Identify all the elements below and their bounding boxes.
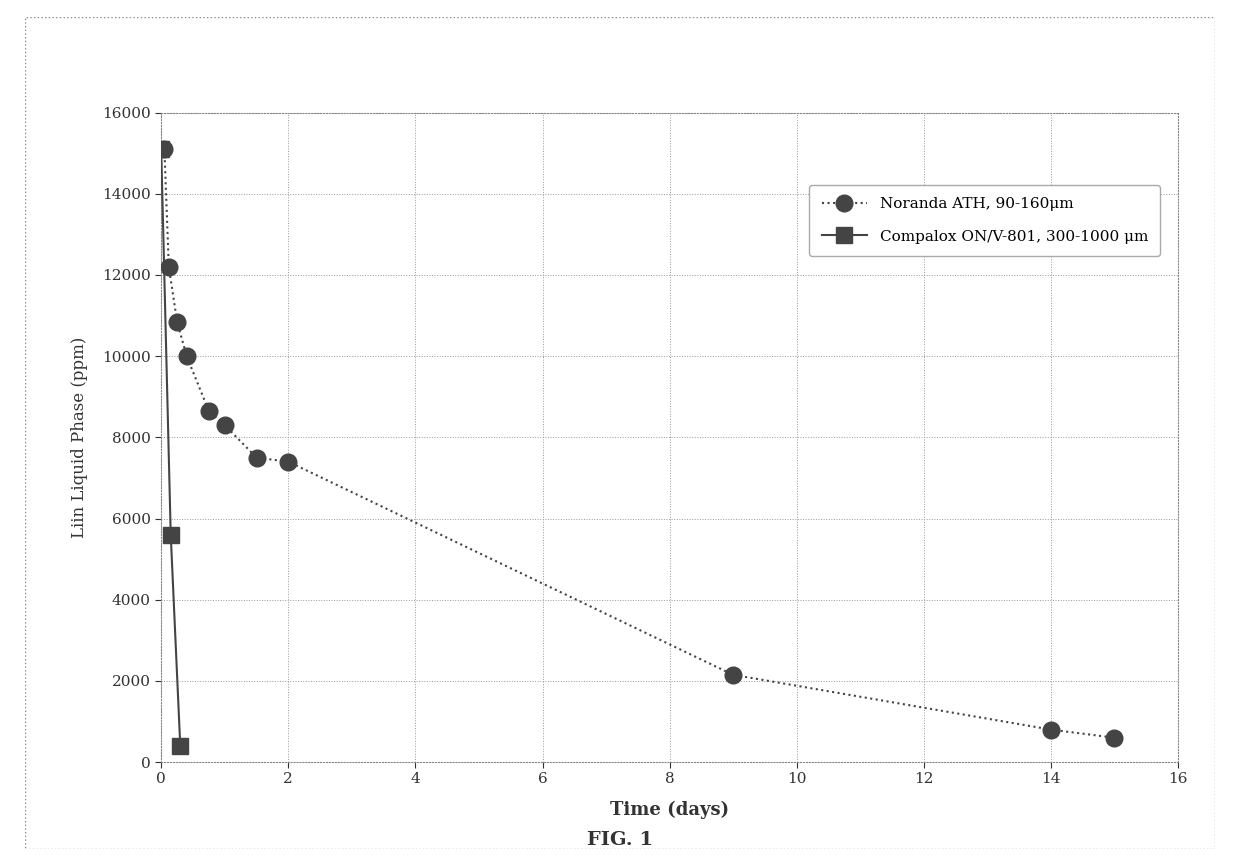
Noranda ATH, 90-160μm [280, 456, 296, 467]
Y-axis label: Liin Liquid Phase (ppm): Liin Liquid Phase (ppm) [71, 337, 88, 538]
Line: Noranda ATH, 90-160μm: Noranda ATH, 90-160μm [156, 141, 1122, 746]
Compalox ON/V-801, 300-1000 μm [154, 144, 169, 154]
Noranda ATH, 90-160μm [725, 669, 740, 680]
Noranda ATH, 90-160μm [1043, 724, 1058, 734]
Text: FIG. 1: FIG. 1 [587, 831, 653, 849]
Noranda ATH, 90-160μm [179, 351, 193, 361]
Compalox ON/V-801, 300-1000 μm [172, 740, 187, 751]
Noranda ATH, 90-160μm [170, 316, 185, 326]
Noranda ATH, 90-160μm [249, 452, 264, 462]
Noranda ATH, 90-160μm [217, 420, 232, 430]
Legend: Noranda ATH, 90-160μm, Compalox ON/V-801, 300-1000 μm: Noranda ATH, 90-160μm, Compalox ON/V-801… [810, 185, 1161, 256]
Noranda ATH, 90-160μm [201, 406, 216, 417]
Noranda ATH, 90-160μm [161, 262, 176, 272]
X-axis label: Time (days): Time (days) [610, 800, 729, 818]
Noranda ATH, 90-160μm [157, 144, 172, 154]
Line: Compalox ON/V-801, 300-1000 μm: Compalox ON/V-801, 300-1000 μm [153, 141, 188, 754]
Noranda ATH, 90-160μm [1107, 733, 1122, 743]
Compalox ON/V-801, 300-1000 μm [164, 529, 179, 540]
